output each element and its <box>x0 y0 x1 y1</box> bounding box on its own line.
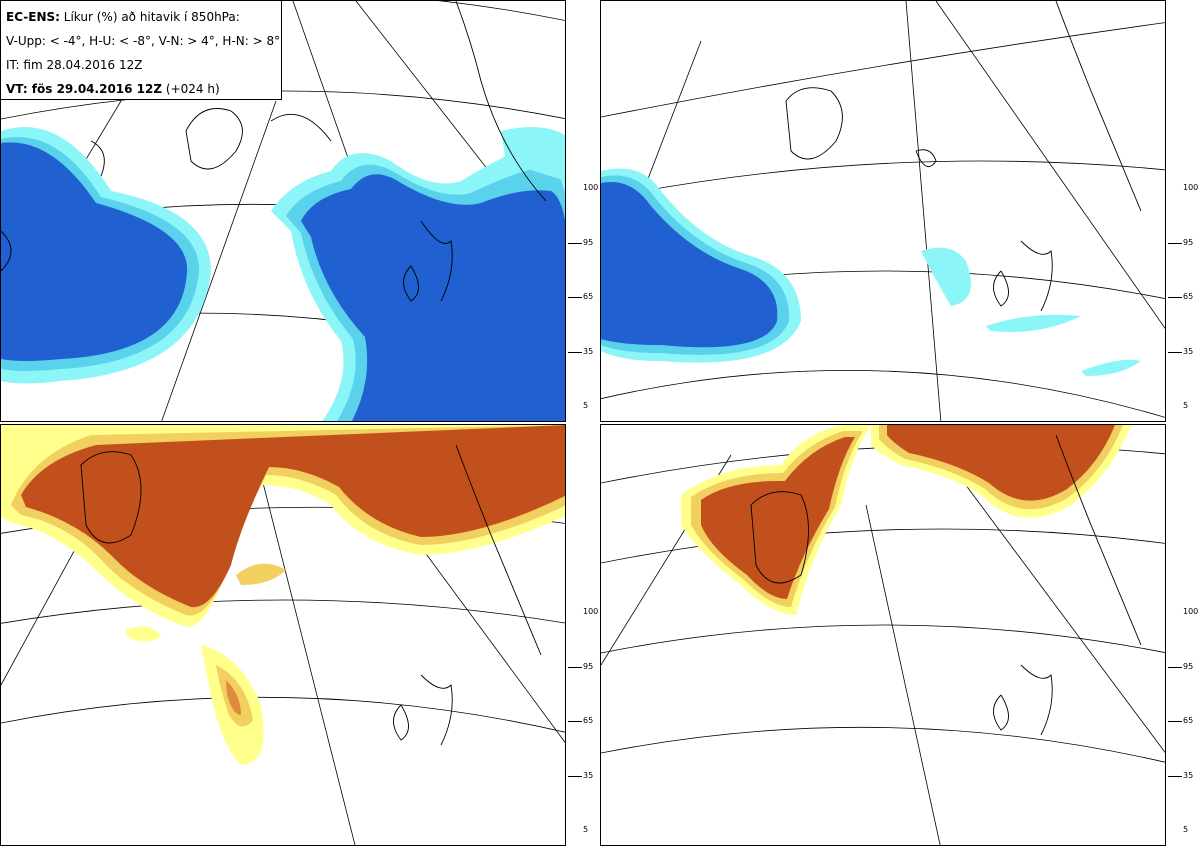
legend-tick-mark <box>568 297 582 298</box>
legend-tick-label: 100 <box>1183 607 1199 616</box>
legend-tick-mark <box>1168 242 1182 244</box>
valid-time: VT: fös 29.04.2016 12Z <box>6 82 163 96</box>
map-panel-bottom-left <box>0 424 566 846</box>
legend-tick-mark <box>568 351 582 353</box>
legend-tick-mark <box>568 666 582 668</box>
legend-tick-label: 5 <box>583 401 589 410</box>
legend-tick-label: 5 <box>583 825 589 834</box>
legend-tick-label: 65 <box>583 292 594 301</box>
title-text: Líkur (%) að hitavik í 850hPa: <box>63 10 240 24</box>
lead-time: (+024 h) <box>165 82 220 96</box>
legend-tick-label: 65 <box>583 716 594 725</box>
legend-tick-mark <box>1168 775 1182 777</box>
legend-tick-label: 100 <box>1183 183 1199 192</box>
legend-tick-label: 35 <box>583 346 594 356</box>
valid-time-line: VT: fös 29.04.2016 12Z (+024 h) <box>6 77 276 101</box>
legend-tick-label: 5 <box>1183 401 1189 410</box>
legend-tick-mark <box>1168 297 1182 298</box>
legend-tick-label: 35 <box>583 770 594 780</box>
legend-tick-label: 65 <box>1183 716 1194 725</box>
map-panel-top-right <box>600 0 1166 422</box>
legend-tick-mark <box>1168 351 1182 353</box>
legend-tick-label: 95 <box>583 237 594 247</box>
model-label: EC-ENS: <box>6 10 60 24</box>
legend-tick-mark <box>568 721 582 722</box>
initial-time: IT: fim 28.04.2016 12Z <box>6 58 143 72</box>
title-line: EC-ENS: Líkur (%) að hitavik í 850hPa: <box>6 5 276 29</box>
legend-tick-mark <box>568 242 582 244</box>
legend-tick-mark <box>1168 721 1182 722</box>
legend-tick-label: 35 <box>1183 770 1194 780</box>
thresholds-text: V-Upp: < -4°, H-U: < -8°, V-N: > 4°, H-N… <box>6 34 281 48</box>
legend-tick-mark <box>568 775 582 777</box>
legend-tick-label: 100 <box>583 607 599 616</box>
legend-tick-label: 5 <box>1183 825 1189 834</box>
legend-tick-label: 95 <box>1183 661 1194 671</box>
info-box: EC-ENS: Líkur (%) að hitavik í 850hPa: V… <box>0 0 282 100</box>
legend-tick-label: 100 <box>583 183 599 192</box>
map-panel-top-left <box>0 0 566 422</box>
map-panel-bottom-right <box>600 424 1166 846</box>
legend-tick-mark <box>1168 666 1182 668</box>
legend-tick-label: 95 <box>583 661 594 671</box>
legend-tick-label: 65 <box>1183 292 1194 301</box>
legend-tick-label: 95 <box>1183 237 1194 247</box>
legend-tick-label: 35 <box>1183 346 1194 356</box>
